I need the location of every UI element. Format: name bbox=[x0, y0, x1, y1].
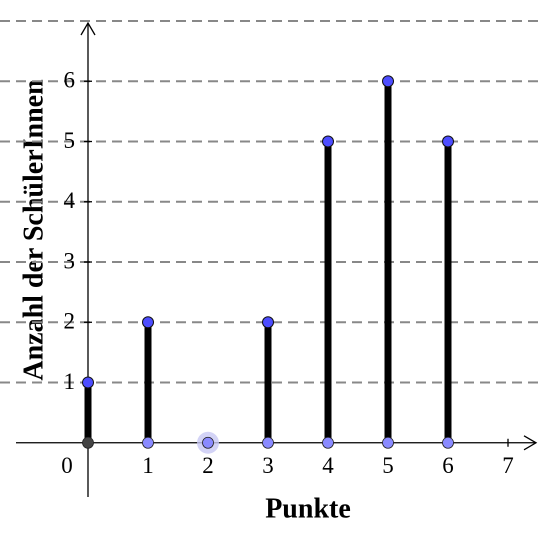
point bbox=[262, 316, 274, 329]
point bbox=[82, 376, 94, 389]
base-point bbox=[442, 436, 454, 449]
x-tick-label: 6 bbox=[442, 453, 454, 478]
x-tick-label: 3 bbox=[262, 453, 274, 478]
y-tick-label: 4 bbox=[64, 188, 76, 213]
y-axis-arrow bbox=[80, 21, 96, 36]
point bbox=[442, 135, 454, 148]
y-tick-label: 5 bbox=[64, 128, 76, 153]
y-axis-title: Anzahl der SchülerInnen bbox=[18, 79, 49, 381]
x-tick-label: 0 bbox=[61, 453, 73, 478]
point bbox=[322, 135, 334, 148]
base-point bbox=[322, 436, 334, 449]
x-tick-label: 4 bbox=[322, 453, 334, 478]
x-axis-arrow bbox=[523, 435, 538, 451]
x-tick-label: 5 bbox=[382, 453, 394, 478]
point bbox=[382, 75, 394, 88]
y-tick-label: 3 bbox=[64, 248, 76, 273]
y-tick-label: 2 bbox=[64, 309, 76, 334]
base-point bbox=[382, 436, 394, 449]
x-axis-title: Punkte bbox=[265, 493, 351, 524]
point bbox=[142, 316, 154, 329]
x-tick-label: 7 bbox=[502, 453, 514, 478]
base-point bbox=[82, 436, 94, 449]
x-tick-label: 1 bbox=[142, 453, 154, 478]
base-point bbox=[202, 436, 214, 449]
y-tick-label: 1 bbox=[64, 369, 76, 394]
x-tick-label: 2 bbox=[202, 453, 214, 478]
y-tick-label: 6 bbox=[64, 68, 76, 93]
base-point bbox=[262, 436, 274, 449]
base-point bbox=[142, 436, 154, 449]
